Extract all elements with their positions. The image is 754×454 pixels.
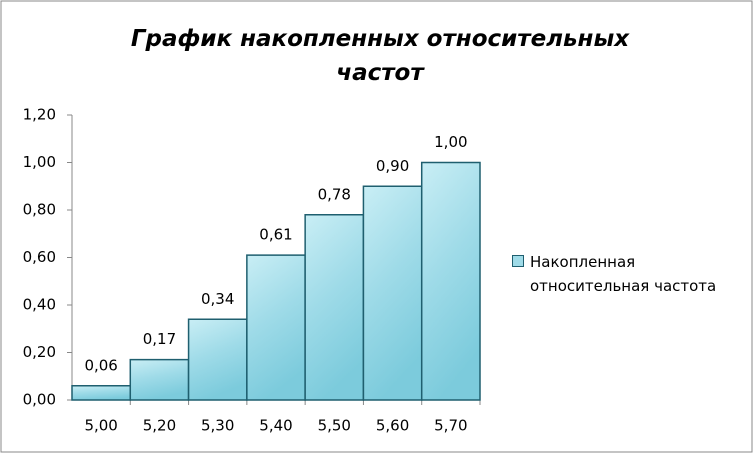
legend: Накопленная относительная частота	[512, 250, 742, 298]
data-label: 0,17	[143, 330, 176, 348]
bar	[129, 358, 190, 401]
data-label: 0,61	[259, 226, 292, 244]
y-tick-label: 1,00	[23, 153, 56, 171]
bar	[362, 185, 423, 401]
data-label: 0,90	[376, 157, 409, 175]
x-tick-label: 5,50	[318, 417, 351, 435]
y-tick-label: 1,20	[23, 106, 56, 124]
data-label: 0,78	[318, 185, 351, 203]
y-tick-label: 0,00	[23, 391, 56, 409]
bar	[304, 214, 365, 401]
bar	[187, 318, 248, 401]
legend-label: Накопленная относительная частота	[530, 253, 717, 295]
x-tick-label: 5,70	[434, 417, 467, 435]
bar	[246, 254, 306, 401]
data-label: 0,06	[84, 356, 117, 374]
x-tick-label: 5,20	[143, 417, 176, 435]
chart-title: График накопленных относительных частот	[130, 26, 630, 86]
y-tick-label: 0,20	[23, 343, 56, 361]
x-tick-label: 5,60	[376, 417, 409, 435]
bar	[420, 161, 481, 401]
data-label: 0,34	[201, 290, 234, 308]
x-tick-label: 5,40	[259, 417, 292, 435]
data-label: 1,00	[434, 133, 467, 151]
y-tick-label: 0,80	[23, 201, 56, 219]
x-tick-label: 5,30	[201, 417, 234, 435]
y-tick-label: 0,60	[23, 248, 56, 266]
bar	[71, 385, 132, 401]
legend-swatch	[512, 255, 524, 267]
y-tick-label: 0,40	[23, 296, 56, 314]
x-tick-label: 5,00	[84, 417, 117, 435]
